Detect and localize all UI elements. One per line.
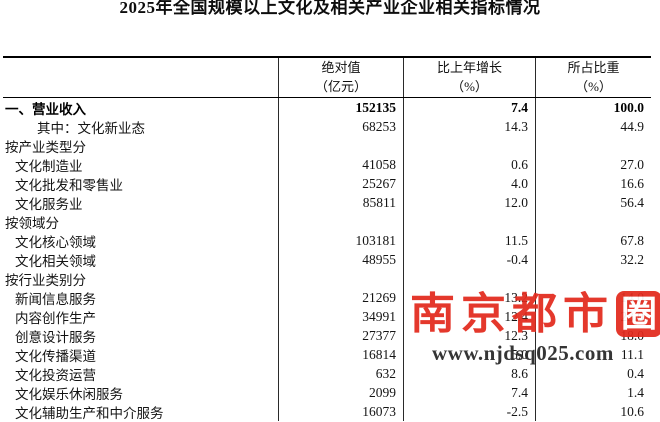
header-yoy-growth-line1: 比上年增长 [436, 60, 502, 76]
value-share: 56.4 [535, 193, 651, 212]
value-share: 100.0 [535, 98, 651, 117]
value-share: 10.6 [535, 402, 651, 421]
table-row: 文化传播渠道 16814 5.0 11.1 [3, 345, 651, 364]
value-share: 14.0 [535, 288, 651, 307]
value-absolute: 85811 [278, 193, 403, 212]
value-absolute: 16073 [278, 402, 403, 421]
value-share [535, 212, 651, 231]
value-absolute: 27377 [278, 326, 403, 345]
row-label: 文化投资运营 [15, 367, 96, 383]
row-label: 文化服务业 [15, 196, 83, 212]
value-growth [403, 136, 535, 155]
table-body: 一、营业收入 152135 7.4 100.0 其中：文化新业态 68253 14.3 44.… [3, 98, 651, 421]
value-share: 67.8 [535, 231, 651, 250]
value-share: 0.4 [535, 364, 651, 383]
value-absolute [278, 269, 403, 288]
header-absolute-value-line1: 绝对值 [321, 60, 361, 76]
table-row: 其中：文化新业态 68253 14.3 44.9 [3, 117, 651, 136]
table-row: 文化核心领域 103181 11.5 67.8 [3, 231, 651, 250]
value-growth: 11.5 [403, 231, 535, 250]
value-growth: 7.4 [403, 383, 535, 402]
table-row: 文化辅助生产和中介服务 16073 -2.5 10.6 [3, 402, 651, 421]
value-share: 32.2 [535, 250, 651, 269]
row-label: 内容创作生产 [15, 310, 96, 326]
header-indicator-blank [3, 58, 278, 97]
value-share: 23.0 [535, 307, 651, 326]
value-share: 27.0 [535, 155, 651, 174]
value-growth: 7.4 [403, 98, 535, 117]
value-growth: 8.6 [403, 364, 535, 383]
table-row: 一、营业收入 152135 7.4 100.0 [3, 98, 651, 117]
row-label: 一、营业收入 [5, 101, 86, 117]
value-growth [403, 212, 535, 231]
header-yoy-growth: 比上年增长 （%） [403, 58, 535, 97]
value-absolute: 34991 [278, 307, 403, 326]
header-share: 所占比重 （%） [535, 58, 651, 97]
value-absolute [278, 212, 403, 231]
value-growth: 14.3 [403, 117, 535, 136]
row-label: 其中：文化新业态 [37, 120, 145, 136]
table-row: 文化制造业 41058 0.6 27.0 [3, 155, 651, 174]
value-share [535, 136, 651, 155]
row-label: 文化制造业 [15, 158, 83, 174]
header-share-line2: （%） [575, 78, 612, 94]
value-growth: -0.4 [403, 250, 535, 269]
value-growth: 5.0 [403, 345, 535, 364]
value-absolute: 68253 [278, 117, 403, 136]
table-row: 按领域分 [3, 212, 651, 231]
row-label: 文化娱乐休闲服务 [15, 386, 123, 402]
value-growth [403, 269, 535, 288]
table-row: 创意设计服务 27377 12.3 18.0 [3, 326, 651, 345]
value-share: 18.0 [535, 326, 651, 345]
row-label: 文化核心领域 [15, 234, 96, 250]
value-share: 44.9 [535, 117, 651, 136]
value-absolute [278, 136, 403, 155]
table-row: 内容创作生产 34991 12.4 23.0 [3, 307, 651, 326]
value-growth: -2.5 [403, 402, 535, 421]
value-growth: 4.0 [403, 174, 535, 193]
table-row: 文化相关领域 48955 -0.4 32.2 [3, 250, 651, 269]
table-row: 文化投资运营 632 8.6 0.4 [3, 364, 651, 383]
value-growth: 12.4 [403, 307, 535, 326]
row-label: 按领域分 [5, 215, 59, 231]
row-label: 按行业类别分 [5, 272, 86, 288]
header-absolute-value-line2: （亿元） [314, 78, 367, 94]
row-label: 按产业类型分 [5, 139, 86, 155]
row-label: 文化辅助生产和中介服务 [15, 405, 164, 421]
page-title: 2025年全国规模以上文化及相关产业企业相关指标情况 [119, 0, 541, 17]
value-absolute: 48955 [278, 250, 403, 269]
table-row: 文化服务业 85811 12.0 56.4 [3, 193, 651, 212]
table-header-row: 绝对值 （亿元） 比上年增长 （%） 所占比重 （%） [3, 58, 651, 98]
row-label: 新闻信息服务 [15, 291, 96, 307]
table-row: 按产业类型分 [3, 136, 651, 155]
value-growth: 13.2 [403, 288, 535, 307]
value-growth: 12.3 [403, 326, 535, 345]
value-share [535, 269, 651, 288]
value-share: 1.4 [535, 383, 651, 402]
value-absolute: 2099 [278, 383, 403, 402]
header-share-line1: 所占比重 [567, 60, 620, 76]
table-row: 按行业类别分 [3, 269, 651, 288]
row-label: 文化批发和零售业 [15, 177, 123, 193]
row-label: 文化传播渠道 [15, 348, 96, 364]
row-label: 创意设计服务 [15, 329, 96, 345]
value-absolute: 21269 [278, 288, 403, 307]
value-absolute: 16814 [278, 345, 403, 364]
value-share: 11.1 [535, 345, 651, 364]
row-label: 文化相关领域 [15, 253, 96, 269]
table-row: 文化批发和零售业 25267 4.0 16.6 [3, 174, 651, 193]
value-absolute: 103181 [278, 231, 403, 250]
value-absolute: 632 [278, 364, 403, 383]
value-absolute: 41058 [278, 155, 403, 174]
table-row: 文化娱乐休闲服务 2099 7.4 1.4 [3, 383, 651, 402]
value-absolute: 152135 [278, 98, 403, 117]
value-share: 16.6 [535, 174, 651, 193]
header-absolute-value: 绝对值 （亿元） [278, 58, 403, 97]
header-yoy-growth-line2: （%） [451, 78, 488, 94]
table-row: 新闻信息服务 21269 13.2 14.0 [3, 288, 651, 307]
value-growth: 12.0 [403, 193, 535, 212]
value-growth: 0.6 [403, 155, 535, 174]
value-absolute: 25267 [278, 174, 403, 193]
indicators-table: 绝对值 （亿元） 比上年增长 （%） 所占比重 （%） 一、营业收入 152135… [3, 56, 651, 421]
